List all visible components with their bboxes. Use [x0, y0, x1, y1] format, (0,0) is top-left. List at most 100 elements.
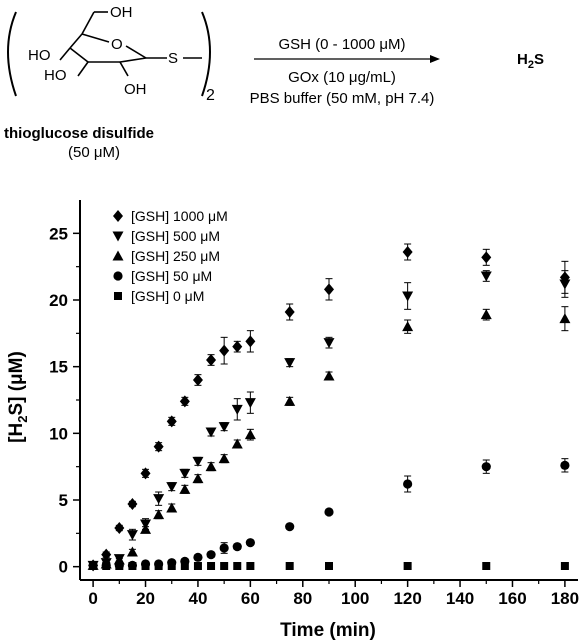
data-point — [167, 562, 176, 570]
data-point — [481, 462, 491, 472]
data-point — [192, 374, 203, 386]
y-tick-label: 25 — [49, 224, 68, 243]
legend-label: [GSH] 50 μM — [131, 268, 212, 284]
y-axis-label-subscript: 2 — [15, 416, 30, 423]
data-point — [285, 522, 295, 532]
x-tick-label: 100 — [341, 589, 369, 608]
data-point — [324, 283, 334, 296]
data-point — [481, 251, 492, 264]
data-point — [126, 530, 138, 541]
data-point — [101, 548, 112, 561]
data-point — [219, 344, 230, 357]
data-point — [154, 562, 163, 570]
data-point — [402, 291, 414, 302]
data-point — [102, 562, 111, 570]
y-tick-label: 20 — [49, 291, 68, 310]
product-label: H2S — [517, 51, 544, 71]
data-point — [141, 562, 150, 570]
data-point — [206, 550, 216, 560]
data-point — [218, 422, 230, 433]
data-point — [166, 415, 177, 428]
right-parenthesis — [201, 11, 211, 97]
x-tick-label: 140 — [446, 589, 474, 608]
ring-label-o: O — [111, 36, 123, 53]
data-point — [114, 522, 125, 534]
data-point — [559, 313, 571, 324]
x-tick-label: 20 — [136, 589, 155, 608]
series-triangle-up — [87, 306, 571, 570]
data-point — [402, 321, 414, 332]
arrow-label-above: GSH (0 - 1000 μM) — [278, 36, 405, 53]
product-subscript: 2 — [528, 59, 534, 71]
data-point — [179, 483, 191, 494]
series-triangle-down — [87, 270, 571, 571]
data-point — [244, 429, 256, 440]
x-tick-label: 160 — [498, 589, 526, 608]
x-tick-label: 80 — [293, 589, 312, 608]
data-point — [205, 461, 217, 472]
legend-label: [GSH] 0 μM — [131, 288, 204, 304]
data-point — [115, 562, 124, 570]
legend-marker — [112, 231, 124, 242]
data-point — [205, 427, 217, 438]
ring-label-s: S — [168, 50, 178, 67]
data-point — [284, 395, 296, 406]
data-point — [245, 538, 255, 548]
legend-marker — [114, 292, 122, 300]
compound-concentration: (50 μM) — [68, 144, 120, 161]
data-point — [284, 358, 296, 369]
data-point — [192, 456, 204, 467]
data-point — [482, 562, 491, 570]
data-point — [231, 404, 243, 415]
data-point — [245, 335, 256, 348]
x-tick-label: 40 — [188, 589, 207, 608]
ring-label-oh-top: OH — [110, 4, 133, 21]
data-point — [193, 562, 202, 570]
data-point — [324, 507, 334, 517]
x-tick-label: 60 — [241, 589, 260, 608]
x-tick-label: 180 — [551, 589, 579, 608]
data-point — [153, 440, 164, 453]
data-point — [231, 438, 243, 449]
data-point — [403, 562, 412, 570]
legend-label: [GSH] 500 μM — [131, 228, 220, 244]
legend-label: [GSH] 250 μM — [131, 248, 220, 264]
data-point — [218, 453, 230, 464]
dimer-subscript: 2 — [206, 87, 215, 104]
data-point — [219, 543, 229, 553]
legend-marker — [113, 271, 123, 281]
data-point — [232, 340, 243, 353]
data-point — [560, 562, 569, 570]
data-point — [220, 562, 229, 570]
legend-marker — [113, 210, 123, 222]
data-point — [89, 562, 98, 570]
data-point — [179, 468, 191, 479]
data-point — [166, 502, 178, 513]
data-point — [126, 546, 138, 557]
data-point — [233, 562, 242, 570]
data-point — [127, 498, 138, 510]
data-point — [128, 562, 137, 570]
data-point — [480, 271, 492, 282]
reaction-scheme: OH HO O HO OH S 2 thioglucose disulfide … — [4, 4, 544, 161]
data-point — [323, 370, 335, 381]
reaction-arrowhead — [430, 55, 440, 63]
data-point — [179, 395, 190, 408]
data-point — [403, 479, 413, 489]
data-point — [323, 338, 335, 349]
thioglucose-structure — [59, 11, 202, 77]
data-point — [140, 467, 151, 480]
data-point — [244, 398, 256, 409]
legend-marker — [112, 250, 124, 261]
data-point — [153, 509, 165, 520]
arrow-label-below-1: GOx (10 μg/mL) — [288, 69, 396, 86]
data-point — [180, 562, 189, 570]
y-tick-label: 0 — [59, 558, 68, 577]
chart-legend: [GSH] 1000 μM [GSH] 500 μM [GSH] 250 μM [GS… — [112, 208, 228, 304]
data-point — [193, 552, 203, 562]
data-point — [325, 562, 333, 570]
data-point — [246, 562, 255, 570]
data-point — [232, 542, 242, 552]
ring-label-oh-bottom: OH — [124, 81, 147, 98]
data-point — [140, 523, 152, 534]
